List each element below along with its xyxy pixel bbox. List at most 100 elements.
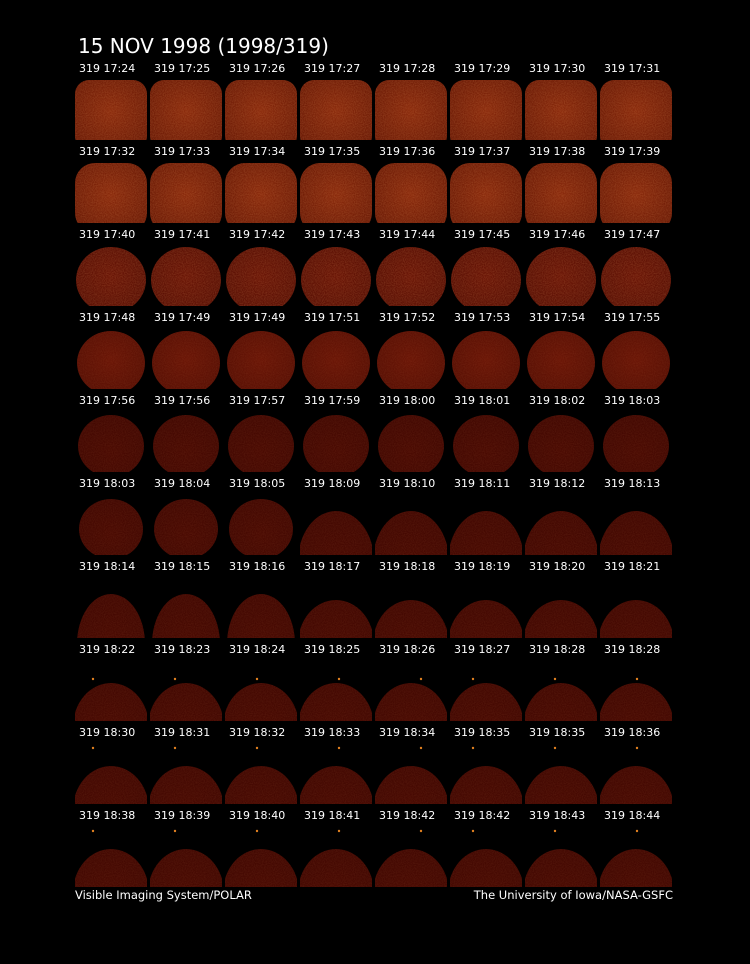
frame-label: 319 17:56 [154,394,210,407]
frame-image [450,600,522,638]
frame-label: 319 18:20 [529,560,585,573]
frame-label: 319 18:32 [229,726,285,739]
frame-image [302,331,370,389]
texture [600,163,672,223]
frame-image [225,766,297,804]
frame-image [525,683,597,721]
frame-label: 319 17:31 [604,62,660,75]
frame-label: 319 18:01 [454,394,510,407]
frame-label: 319 18:39 [154,809,210,822]
frame-label: 319 17:35 [304,145,360,158]
frame-image [303,415,369,472]
aurora-dot [255,746,259,750]
frame-image [301,247,371,306]
texture [300,80,372,140]
frame-image [154,499,218,555]
frame-label: 319 18:11 [454,477,510,490]
texture [600,80,672,140]
frame-image [300,80,372,140]
frame-image [450,511,522,555]
frame-label: 319 18:17 [304,560,360,573]
texture [75,849,147,887]
frame-image [75,163,147,223]
frame-label: 319 17:37 [454,145,510,158]
frame-label: 319 18:05 [229,477,285,490]
aurora-dot [337,746,341,750]
frame-image [152,594,220,638]
frame-label: 319 18:03 [604,394,660,407]
frame-image [152,331,220,389]
frame-image [150,766,222,804]
texture [378,415,444,472]
frame-image [79,499,143,555]
aurora-dot [471,829,475,833]
frame-image [300,766,372,804]
frame-image [376,247,446,306]
texture [152,331,220,389]
frame-image [375,511,447,555]
texture [376,247,446,306]
texture [77,594,145,638]
frame-label: 319 17:45 [454,228,510,241]
frame-label: 319 17:48 [79,311,135,324]
frame-image [525,600,597,638]
frame-image [225,683,297,721]
texture [600,511,672,555]
texture [453,415,519,472]
frame-label: 319 17:34 [229,145,285,158]
texture [300,600,372,638]
texture [525,849,597,887]
frame-label: 319 18:23 [154,643,210,656]
texture [228,415,294,472]
frame-label: 319 18:28 [604,643,660,656]
frame-image [375,80,447,140]
aurora-dot [471,746,475,750]
texture [75,683,147,721]
texture [225,80,297,140]
texture [303,415,369,472]
texture [451,247,521,306]
aurora-dot [337,677,341,681]
frame-image [227,594,295,638]
texture [154,499,218,555]
frame-label: 319 18:40 [229,809,285,822]
frame-image [75,80,147,140]
texture [225,683,297,721]
frame-image [525,80,597,140]
texture [600,600,672,638]
frame-image [600,683,672,721]
texture [375,600,447,638]
frame-image [75,849,147,887]
frame-label: 319 17:53 [454,311,510,324]
texture [450,600,522,638]
frame-image [450,766,522,804]
texture [225,163,297,223]
frame-label: 319 17:57 [229,394,285,407]
texture [377,331,445,389]
texture [150,163,222,223]
texture [602,331,670,389]
texture [300,163,372,223]
texture [528,415,594,472]
texture [77,331,145,389]
frame-image [453,415,519,472]
frame-image [75,683,147,721]
frame-label: 319 17:39 [604,145,660,158]
texture [150,766,222,804]
frame-image [300,600,372,638]
frame-label: 319 18:22 [79,643,135,656]
frame-label: 319 18:31 [154,726,210,739]
frame-label: 319 18:28 [529,643,585,656]
frame-label: 319 17:32 [79,145,135,158]
frame-image [600,163,672,223]
frame-image [150,163,222,223]
texture [227,594,295,638]
texture [301,247,371,306]
frame-image [450,80,522,140]
frame-image [377,331,445,389]
frame-image [77,331,145,389]
frame-image [525,511,597,555]
texture [525,163,597,223]
texture [525,600,597,638]
